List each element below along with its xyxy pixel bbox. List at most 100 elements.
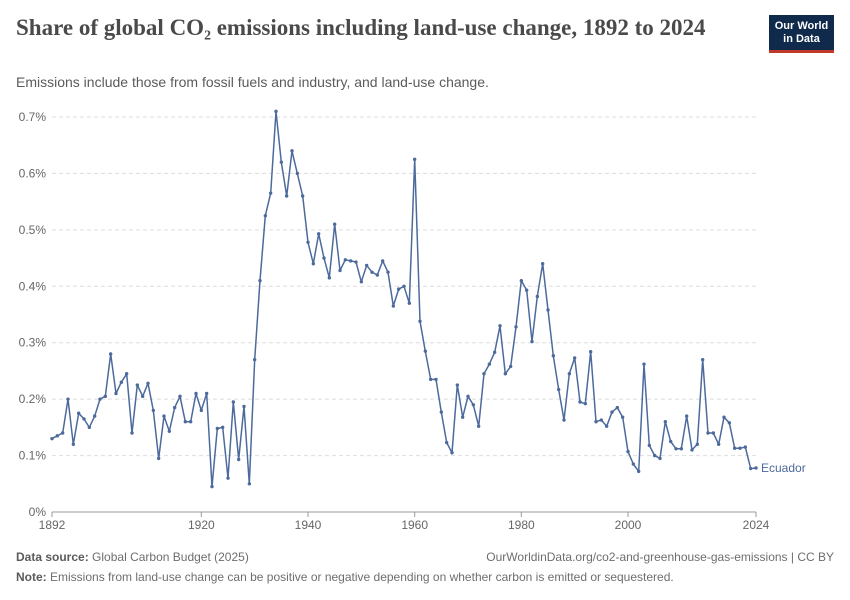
data-point [594,420,598,424]
data-point [610,410,614,414]
data-point [76,411,81,415]
data-point [727,421,732,425]
data-point [466,394,470,399]
chart-title: Share of global CO₂ emissions including … [16,15,706,40]
data-point [172,405,177,410]
data-point [268,191,273,195]
data-point [300,194,305,198]
data-point [50,436,54,441]
x-tick-label: 1892 [39,518,66,532]
data-point [311,262,316,266]
data-point [220,425,225,430]
data-point [380,259,385,263]
data-point [476,424,481,428]
y-tick-label: 0.2% [19,392,47,406]
data-point [322,256,326,260]
data-point [279,160,284,164]
data-point [252,357,257,362]
data-point [508,364,513,369]
source-label: Data source: [16,550,89,564]
data-point [162,414,166,418]
data-point [540,262,545,266]
data-point [402,284,406,288]
data-point [658,456,662,461]
data-point [455,383,460,387]
y-tick-label: 0.6% [19,166,47,180]
data-point [748,466,753,471]
data-point [167,429,172,434]
data-point [146,381,150,386]
data-point [546,308,550,312]
x-tick-label: 2024 [743,518,770,532]
data-point [119,380,124,384]
data-point [519,278,524,283]
data-point [615,405,620,410]
data-point [263,214,268,218]
data-point [375,273,380,277]
series-label: Ecuador [761,461,806,475]
chart-note: Note: Emissions from land-use change can… [16,570,674,584]
data-point [140,394,145,399]
data-point [156,456,161,461]
data-point [92,414,97,418]
data-point [295,171,300,176]
data-point [103,394,108,399]
data-point [386,270,390,274]
data-point [130,431,134,435]
data-point [204,391,209,396]
data-point [716,442,721,446]
data-point [247,482,252,486]
data-point [87,425,92,430]
data-point [674,447,678,451]
data-point [199,408,204,413]
data-point [434,377,438,382]
data-point [647,443,652,448]
data-point [679,447,684,451]
data-point [370,270,374,274]
data-point [178,394,182,399]
data-point [572,356,577,360]
data-point [188,420,193,424]
data-point [359,280,364,284]
y-tick-label: 0% [29,505,47,519]
data-point [258,278,262,283]
data-point [514,325,518,329]
data-point [66,397,70,401]
data-point [343,258,348,262]
data-point [599,418,604,422]
data-point [242,404,246,409]
data-point [215,426,220,431]
data-point [444,440,449,445]
data-point [418,319,422,323]
data-point [503,372,508,376]
data-point [396,287,401,291]
y-tick-label: 0.4% [19,279,47,293]
data-point [284,194,289,198]
data-point [71,442,76,446]
data-point [706,431,710,435]
x-tick-label: 1940 [295,518,322,532]
data-point [482,372,486,376]
chart-subtitle: Emissions include those from fossil fuel… [16,74,489,90]
data-point [711,431,716,435]
data-point [471,403,476,407]
data-point [354,260,358,264]
line-chart: 0% 0.1% 0.2% 0.3% 0.4% 0.5% 0.6% 0.7% 1892 1920 19… [19,109,806,532]
data-point [210,484,214,489]
owid-logo[interactable]: Our World in Data [769,15,834,53]
y-tick-label: 0.5% [19,223,47,237]
data-point [108,352,113,356]
data-point [551,353,556,358]
data-point [114,391,118,396]
data-point [450,451,454,455]
data-point [428,377,433,382]
data-point [327,276,332,280]
data-point [194,391,198,396]
data-point [460,415,465,419]
data-point [183,420,188,424]
source-text[interactable]: Global Carbon Budget (2025) [92,550,249,564]
source-url[interactable]: OurWorldinData.org/co2-and-greenhouse-ga… [486,550,834,564]
data-point [306,240,310,244]
data-point [412,157,417,162]
data-point [290,149,294,153]
